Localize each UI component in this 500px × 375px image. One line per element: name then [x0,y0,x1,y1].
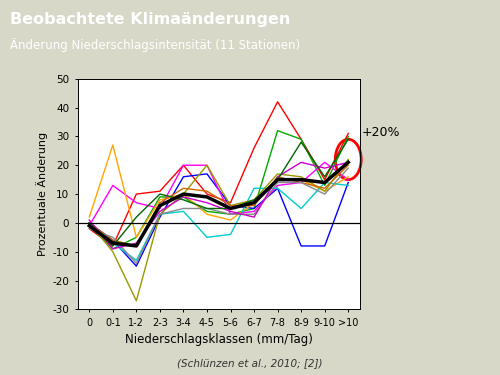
Text: (Schlünzen et al., 2010; [2]): (Schlünzen et al., 2010; [2]) [177,358,323,368]
Text: Beobachtete Klimaänderungen: Beobachtete Klimaänderungen [10,12,290,27]
Text: +20%: +20% [361,126,400,140]
Y-axis label: Prozentuale Änderung: Prozentuale Änderung [36,132,48,256]
X-axis label: Niederschlagsklassen (mm/Tag): Niederschlagsklassen (mm/Tag) [125,333,312,346]
Text: Änderung Niederschlagsintensität (11 Stationen): Änderung Niederschlagsintensität (11 Sta… [10,38,300,53]
